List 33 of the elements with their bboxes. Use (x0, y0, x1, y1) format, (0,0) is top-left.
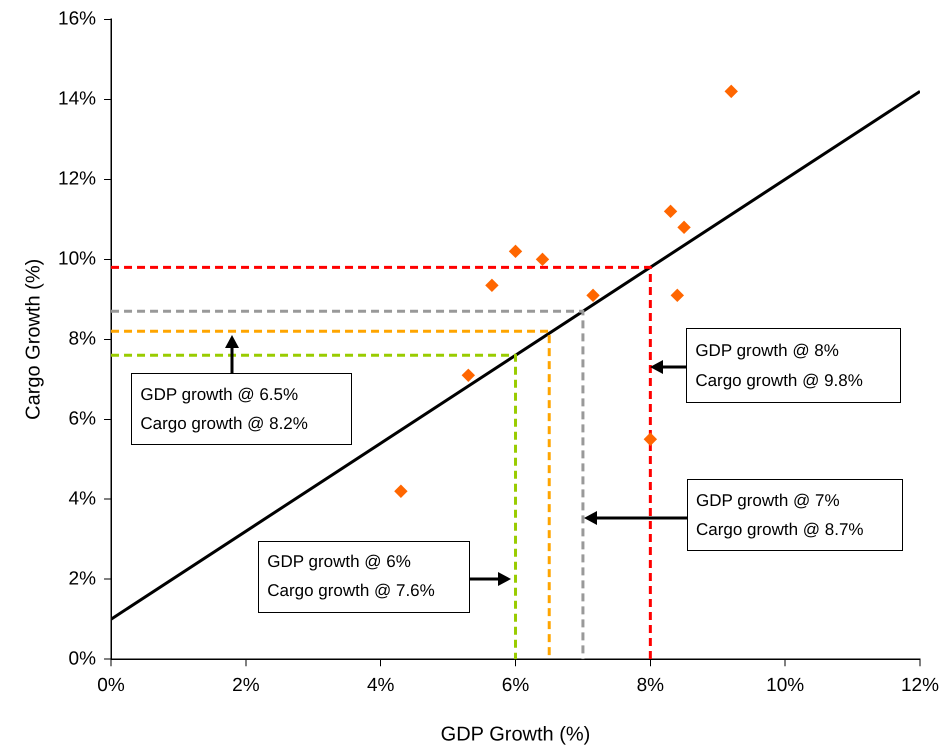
point (536, 252, 549, 266)
y-tick-label: 12% (58, 168, 96, 190)
annotation: GDP growth @ 7% Cargo growth @ 8.7% (696, 490, 865, 540)
point (670, 288, 684, 302)
point (678, 220, 691, 234)
x-tick-label: 12% (900, 674, 940, 696)
y-tick-label: 16% (58, 8, 96, 30)
y-tick-label: 14% (58, 88, 96, 110)
x-tick-label: 0% (97, 674, 125, 696)
point (485, 278, 498, 292)
point (586, 288, 600, 302)
x-tick-label: 8% (636, 674, 664, 696)
x-tick-label: 4% (366, 674, 395, 696)
annotation: GDP growth @ 8% Cargo growth @ 9.8% (695, 340, 864, 392)
x-tick-label: 2% (232, 674, 260, 696)
y-tick-label: 4% (68, 488, 96, 510)
annotation: GDP growth @ 6% Cargo growth @ 7.6% (267, 552, 436, 602)
y-tick-label: 6% (68, 408, 96, 430)
point (509, 244, 522, 258)
y-tick-label: 0% (68, 648, 96, 670)
x-axis-title: GDP Growth (%) (440, 724, 590, 746)
y-axis-title: Cargo Growth (%) (22, 258, 45, 420)
point (644, 432, 657, 446)
annotation: GDP growth @ 6.5% Cargo growth @ 8.2% (140, 384, 309, 434)
y-tick-label: 2% (68, 568, 96, 590)
point (664, 204, 678, 218)
y-tick-label: 8% (68, 328, 96, 350)
x-tick-label: 6% (502, 674, 530, 696)
point (724, 84, 738, 98)
point (462, 368, 475, 382)
x-tick-label: 10% (766, 674, 804, 696)
point (394, 484, 408, 498)
y-tick-label: 10% (58, 248, 96, 270)
